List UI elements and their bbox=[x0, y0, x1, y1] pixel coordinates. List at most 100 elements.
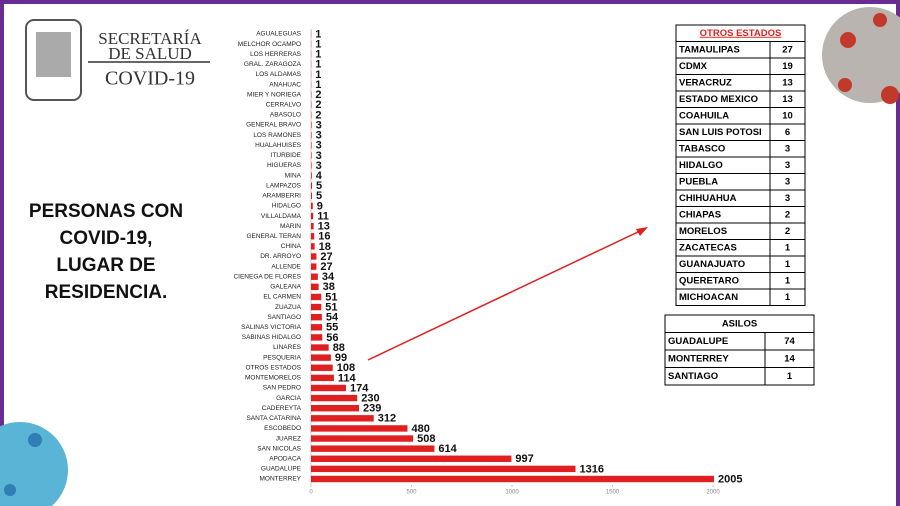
data-label: 4 bbox=[316, 170, 323, 182]
data-label: 3 bbox=[316, 150, 322, 162]
x-tick-label: 1500 bbox=[606, 490, 620, 496]
y-tick-label: SAN PEDRO bbox=[263, 385, 301, 392]
data-label: 11 bbox=[317, 210, 329, 222]
table-cell: MORELOS bbox=[679, 226, 727, 237]
bar bbox=[311, 222, 314, 230]
data-label: 9 bbox=[317, 200, 323, 212]
y-tick-label: APODACA bbox=[269, 455, 301, 462]
bar bbox=[311, 405, 360, 412]
data-label: 230 bbox=[361, 392, 379, 404]
caption-line: RESIDENCIA. bbox=[45, 282, 167, 303]
x-tick-label: 500 bbox=[406, 490, 417, 496]
y-tick-label: MELCHOR OCAMPO bbox=[238, 41, 301, 48]
table-cell: 1 bbox=[785, 292, 791, 303]
y-tick-label: MONTERREY bbox=[259, 476, 301, 483]
y-tick-label: HIDALGO bbox=[272, 203, 301, 210]
data-label: 16 bbox=[318, 231, 330, 243]
y-tick-label: SABINAS HIDALGO bbox=[242, 334, 301, 341]
y-tick-label: LOS HERRERAS bbox=[250, 51, 302, 58]
data-label: 99 bbox=[335, 352, 347, 364]
y-tick-label: PESQUERIA bbox=[263, 354, 302, 361]
x-tick-label: 2000 bbox=[706, 490, 720, 496]
table-cell: TAMAULIPAS bbox=[679, 44, 740, 55]
data-label: 1 bbox=[315, 39, 321, 51]
bar bbox=[311, 445, 435, 452]
bar bbox=[311, 354, 331, 361]
data-label: 27 bbox=[320, 251, 332, 263]
table-cell: 3 bbox=[785, 143, 790, 154]
table-cell: 2 bbox=[785, 226, 790, 237]
left-border bbox=[0, 0, 4, 506]
table-cell: 3 bbox=[785, 160, 790, 171]
data-label: 51 bbox=[325, 291, 337, 303]
bar bbox=[311, 182, 313, 189]
y-tick-label: SANTA CATARINA bbox=[246, 415, 301, 422]
bar bbox=[311, 243, 315, 250]
bar bbox=[311, 192, 313, 200]
logo bbox=[25, 19, 210, 101]
bar bbox=[311, 212, 314, 220]
table-cell: COAHUILA bbox=[679, 110, 729, 121]
bar bbox=[311, 253, 317, 260]
caption-line: PERSONAS CON bbox=[29, 201, 183, 222]
y-tick-label: ITURBIDE bbox=[271, 152, 302, 159]
bar bbox=[311, 121, 312, 129]
bar bbox=[311, 364, 333, 371]
y-tick-label: JUAREZ bbox=[276, 435, 301, 442]
bar bbox=[311, 263, 317, 270]
table-cell: CDMX bbox=[679, 61, 708, 72]
bar bbox=[311, 233, 315, 240]
bar bbox=[311, 384, 346, 392]
bar bbox=[311, 172, 312, 179]
table-cell: 3 bbox=[785, 193, 790, 204]
data-label: 5 bbox=[316, 180, 322, 192]
y-tick-label: HIGUERAS bbox=[267, 162, 302, 169]
bar bbox=[311, 334, 323, 341]
y-tick-label: CIENEGA DE FLORES bbox=[233, 273, 301, 280]
data-label: 114 bbox=[338, 372, 357, 384]
bar bbox=[311, 425, 408, 432]
table-cell: MONTERREY bbox=[668, 353, 729, 364]
caption-line: LUGAR DE bbox=[56, 255, 155, 276]
bar bbox=[311, 303, 322, 311]
table-cell: 1 bbox=[785, 259, 791, 270]
data-label: 2 bbox=[315, 89, 321, 101]
y-tick-label: OTROS ESTADOS bbox=[246, 364, 302, 371]
data-label: 51 bbox=[325, 301, 337, 313]
y-tick-label: GARCIA bbox=[276, 395, 302, 402]
data-label: 2005 bbox=[718, 473, 742, 485]
table-cell: 10 bbox=[782, 110, 793, 121]
table-cell: ESTADO MEXICO bbox=[679, 94, 758, 105]
bar bbox=[311, 344, 329, 351]
data-label: 38 bbox=[323, 281, 335, 293]
y-tick-label: LOS RAMONES bbox=[253, 132, 301, 139]
table-cell: HIDALGO bbox=[679, 160, 723, 171]
data-label: 56 bbox=[326, 332, 338, 344]
y-tick-label: LOS ALDAMAS bbox=[255, 71, 301, 78]
data-label: 108 bbox=[337, 362, 355, 374]
bar bbox=[311, 455, 512, 462]
table-cell: SAN LUIS POTOSI bbox=[679, 127, 762, 138]
bar bbox=[311, 131, 312, 139]
table-cell: 27 bbox=[782, 44, 793, 55]
data-label: 1 bbox=[315, 28, 321, 40]
data-label: 1 bbox=[315, 49, 321, 61]
table-cell: 6 bbox=[785, 127, 790, 138]
data-label: 174 bbox=[350, 382, 369, 394]
table-cell: GUADALUPE bbox=[668, 336, 728, 347]
table-cell: CHIHUAHUA bbox=[679, 193, 737, 204]
y-tick-label: MINA bbox=[285, 172, 302, 179]
data-label: 508 bbox=[417, 433, 435, 445]
data-label: 3 bbox=[316, 130, 322, 142]
table-title: ASILOS bbox=[722, 318, 757, 329]
bar bbox=[311, 394, 358, 402]
data-label: 1 bbox=[315, 79, 321, 91]
bar bbox=[311, 313, 322, 321]
header-line: SECRETARÍA bbox=[98, 29, 202, 48]
y-tick-label: ARAMBERRI bbox=[262, 193, 301, 200]
tables: OTROS ESTADOS TAMAULIPAS 27 CDMX 19 VERACRUZ 1… bbox=[664, 24, 815, 386]
y-tick-label: MONTEMORELOS bbox=[245, 375, 302, 382]
data-label: 88 bbox=[333, 342, 345, 354]
y-tick-label: CERRALVO bbox=[266, 102, 301, 109]
